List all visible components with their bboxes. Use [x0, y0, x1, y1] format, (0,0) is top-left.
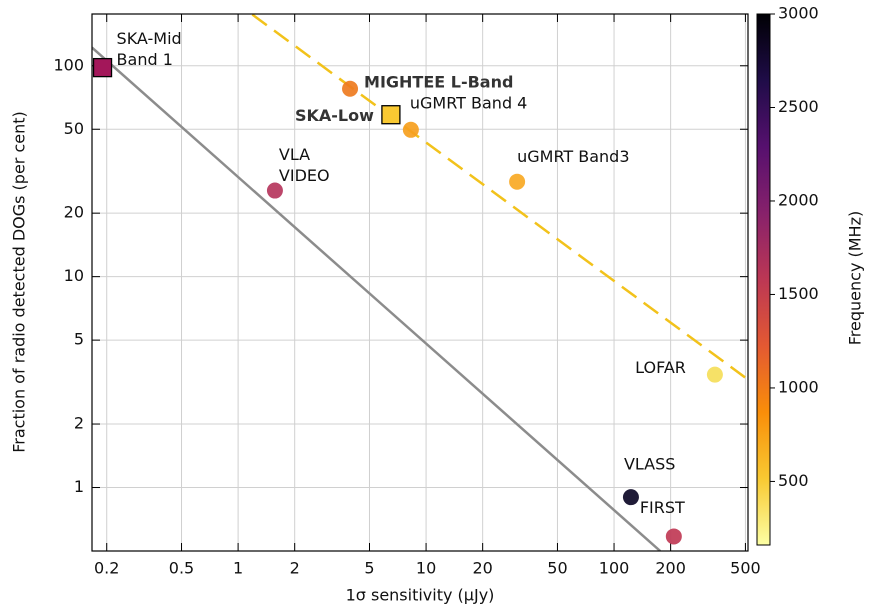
point-label: MIGHTEE L-Band — [364, 72, 513, 91]
x-tick-label: 0.2 — [94, 559, 119, 578]
marker — [509, 173, 526, 190]
colorbar-tick-label: 3000 — [778, 4, 819, 23]
colorbar-tick-label: 1500 — [778, 284, 819, 303]
y-tick-label: 100 — [53, 55, 84, 74]
x-tick-label: 100 — [599, 559, 630, 578]
x-tick-label: 10 — [416, 559, 436, 578]
fit-line — [251, 14, 748, 381]
y-tick-label: 50 — [64, 119, 84, 138]
colorbar-tick-label: 1000 — [778, 377, 819, 396]
point-label: LOFAR — [635, 358, 686, 377]
x-tick-label: 5 — [364, 559, 374, 578]
marker — [665, 528, 682, 545]
colorbar-tick-label: 2500 — [778, 97, 819, 116]
colorbar-tick-label: 500 — [778, 471, 809, 490]
point-label: uGMRT Band 4 — [410, 93, 528, 112]
x-tick-label: 2 — [290, 559, 300, 578]
point-label: SKA-Low — [295, 106, 374, 125]
x-tick-label: 1 — [233, 559, 243, 578]
x-tick-label: 500 — [730, 559, 761, 578]
point-label: VLASS — [624, 455, 675, 474]
point-label: VIDEO — [279, 166, 330, 185]
y-tick-label: 20 — [64, 203, 84, 222]
y-axis-label: Fraction of radio detected DOGs (per cen… — [10, 111, 29, 453]
colorbar-label: Frequency (MHz) — [846, 211, 865, 345]
colorbar — [756, 13, 771, 546]
marker — [622, 489, 639, 506]
point-label: VLA — [279, 145, 310, 164]
fit-line — [92, 46, 662, 551]
x-tick-label: 200 — [655, 559, 686, 578]
y-tick-label: 2 — [74, 414, 84, 433]
y-tick-label: 10 — [64, 266, 84, 285]
marker — [402, 121, 419, 138]
point-label: SKA-Mid — [117, 29, 182, 48]
x-tick-label: 50 — [547, 559, 567, 578]
marker — [266, 182, 283, 199]
marker — [381, 105, 401, 125]
marker — [342, 80, 359, 97]
x-tick-label: 20 — [472, 559, 492, 578]
plot-frame — [91, 13, 749, 552]
y-tick-label: 5 — [74, 330, 84, 349]
point-label: Band 1 — [117, 50, 173, 69]
marker — [706, 366, 723, 383]
point-label: uGMRT Band3 — [517, 147, 629, 166]
colorbar-tick-label: 2000 — [778, 190, 819, 209]
x-tick-label: 0.5 — [169, 559, 194, 578]
y-tick-label: 1 — [74, 477, 84, 496]
marker — [92, 57, 113, 78]
plot-area — [92, 14, 748, 551]
x-axis-label: 1σ sensitivity (μJy) — [346, 586, 495, 605]
point-label: FIRST — [640, 498, 685, 517]
